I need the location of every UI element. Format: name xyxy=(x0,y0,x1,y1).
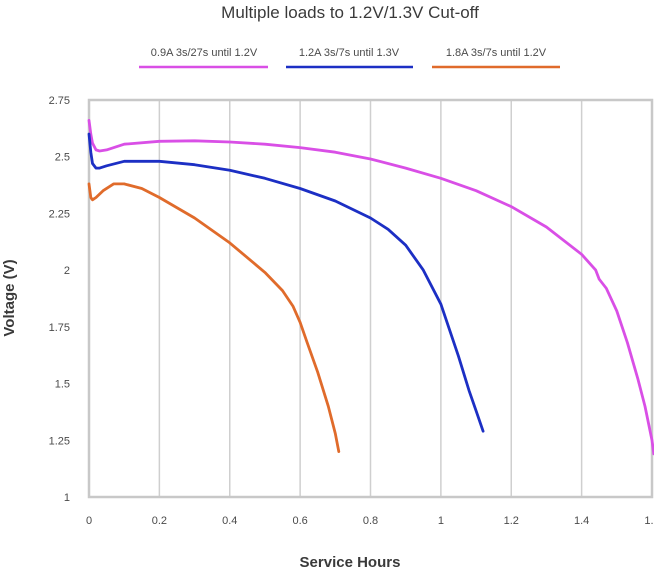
y-axis-ticks: 1 1.25 1.5 1.75 2 2.25 2.5 2.75 xyxy=(49,95,70,504)
series-line-1 xyxy=(87,119,654,456)
grid xyxy=(158,100,583,497)
x-tick-label: 1.2 xyxy=(504,515,519,527)
x-tick-label: 1.6 xyxy=(644,515,654,527)
plot-frame xyxy=(87,98,654,499)
x-tick-label: 0 xyxy=(86,515,92,527)
x-axis-ticks: 0 0.2 0.4 0.6 0.8 1 1.2 1.4 1.6 xyxy=(86,515,654,527)
chart-title: Multiple loads to 1.2V/1.3V Cut-off xyxy=(221,3,479,22)
y-tick-label: 1.5 xyxy=(55,379,70,391)
x-tick-label: 0.6 xyxy=(292,515,307,527)
x-axis-label: Service Hours xyxy=(300,554,401,569)
y-axis-label: Voltage (V) xyxy=(1,259,18,336)
x-tick-label: 1 xyxy=(438,515,444,527)
y-tick-label: 2.5 xyxy=(55,152,70,164)
legend-label-1: 0.9A 3s/27s until 1.2V xyxy=(151,47,258,59)
y-tick-label: 1 xyxy=(64,492,70,504)
x-tick-label: 0.2 xyxy=(152,515,167,527)
y-tick-label: 1.75 xyxy=(49,322,70,334)
legend-label-3: 1.8A 3s/7s until 1.2V xyxy=(446,47,547,59)
y-tick-label: 2 xyxy=(64,265,70,277)
legend-entry-1: 0.9A 3s/27s until 1.2V xyxy=(139,47,268,69)
legend-label-2: 1.2A 3s/7s until 1.3V xyxy=(299,47,400,59)
series-group xyxy=(87,119,654,456)
legend: 0.9A 3s/27s until 1.2V 1.2A 3s/7s until … xyxy=(139,47,560,69)
x-tick-label: 0.8 xyxy=(363,515,378,527)
y-tick-label: 2.25 xyxy=(49,208,70,220)
legend-entry-3: 1.8A 3s/7s until 1.2V xyxy=(432,47,560,69)
series-line-3 xyxy=(87,182,341,453)
series-line-2 xyxy=(87,132,485,433)
y-tick-label: 2.75 xyxy=(49,95,70,107)
x-tick-label: 1.4 xyxy=(574,515,589,527)
y-tick-label: 1.25 xyxy=(49,435,70,447)
x-tick-label: 0.4 xyxy=(222,515,237,527)
legend-entry-2: 1.2A 3s/7s until 1.3V xyxy=(286,47,413,69)
